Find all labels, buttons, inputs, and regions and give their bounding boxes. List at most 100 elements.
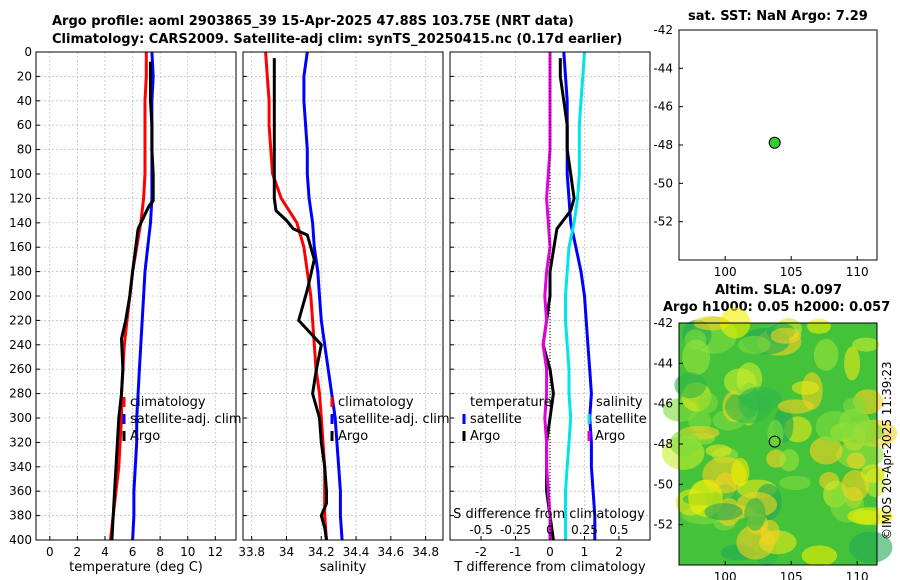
chart-sst_map: 100 105 110 -42 -44 -46 -48 -50 -52 (653, 23, 878, 279)
heatmap-cell (779, 449, 800, 472)
heatmap-cell (813, 338, 839, 371)
main-title-line1: Argo profile: aoml 2903865_39 15-Apr-202… (52, 14, 574, 29)
x-tick-label: 1 (581, 545, 589, 559)
x-tick-label: 2 (74, 545, 82, 559)
argo-location-point (768, 136, 781, 149)
heatmap-cell (842, 397, 867, 416)
y-tick-label: 100 (9, 167, 32, 181)
heatmap-cell (777, 399, 814, 414)
heatmap-cell (770, 327, 802, 344)
heatmap-cell (848, 531, 893, 564)
x-tick-label: 2 (615, 545, 623, 559)
heatmap-cell (809, 436, 843, 465)
y-tick-label: 160 (9, 240, 32, 254)
x-tick-label: 6 (129, 545, 137, 559)
y-tick-label: -46 (653, 100, 673, 114)
legend-entry: Argo (595, 429, 625, 444)
heatmap-cell (791, 380, 820, 395)
x-tick-label: -2 (475, 545, 487, 559)
watermark-text: ©IMOS 20-Apr-2025 11:39:23 (880, 361, 894, 540)
legend-entry: satellite-adj. clim (130, 412, 242, 427)
sla-title-line2: Argo h1000: 0.05 h2000: 0.057 (663, 300, 891, 315)
x-axis-label: T difference from climatology (453, 560, 646, 575)
axes-frame (35, 51, 237, 541)
legend-entry: satellite-adj. clim (338, 412, 450, 427)
y-tick-label: -46 (653, 397, 673, 411)
y-tick-label: 60 (17, 118, 32, 132)
y-tick-label: 300 (9, 411, 32, 425)
y-tick-label: -52 (653, 518, 673, 532)
secondary-axis-label: S difference from climatology (453, 507, 645, 522)
legend-entry: satellite (470, 412, 522, 427)
chart-salinity: 33.8 34 34.2 34.4 34.6 34.8 salinity climatolog… (238, 51, 450, 575)
heatmap-cell (860, 464, 885, 483)
y-tick-label: 340 (9, 460, 32, 474)
y-tick-label: 220 (9, 313, 32, 327)
legend-title: salinity (596, 395, 643, 410)
y-tick-label: 240 (9, 338, 32, 352)
heatmap-cell (815, 410, 854, 443)
x-tick-label: 110 (846, 570, 869, 580)
y-tick-label: -50 (653, 176, 673, 190)
y-tick-label: 140 (9, 216, 32, 230)
heatmap-cell (739, 386, 782, 411)
y-tick-label: 20 (17, 69, 32, 83)
x-tick-label: 110 (846, 265, 869, 279)
main-title-line2: Climatology: CARS2009. Satellite-adj cli… (52, 32, 623, 47)
heatmap-cell (767, 419, 784, 449)
heatmap-cell (852, 337, 880, 352)
secondary-tick-label: -0.5 (469, 523, 492, 537)
heatmap-cell (744, 498, 766, 531)
x-tick-label: 34.8 (412, 545, 439, 559)
heatmap-cell (704, 503, 743, 521)
x-tick-label: 8 (156, 545, 164, 559)
legend-entry: Argo (130, 429, 160, 444)
x-tick-label: 10 (180, 545, 195, 559)
x-tick-label: 0 (46, 545, 54, 559)
legend-title: temperature (470, 395, 552, 410)
secondary-tick-label: 0.5 (609, 523, 628, 537)
y-tick-label: 80 (17, 143, 32, 157)
heatmap-cell (723, 368, 757, 396)
x-tick-label: 105 (780, 265, 803, 279)
y-tick-label: -50 (653, 477, 673, 491)
x-tick-label: 34 (279, 545, 294, 559)
legend-entry: Argo (470, 429, 500, 444)
secondary-tick-label: 0.25 (571, 523, 598, 537)
y-tick-label: -44 (653, 61, 673, 75)
x-axis-label: temperature (deg C) (69, 560, 203, 575)
heatmap-cell (669, 430, 700, 457)
y-tick-label: 180 (9, 265, 32, 279)
legend-entry: climatology (130, 395, 206, 410)
x-tick-label: 34.2 (308, 545, 335, 559)
axes-frame (678, 322, 878, 566)
axes-frame (678, 29, 878, 261)
chart-temperature: 0 2 4 6 8 10 120204060801001201401601802002202… (9, 45, 242, 575)
heatmap-cell (674, 372, 707, 399)
legend-entry: Argo (338, 429, 368, 444)
y-tick-label: 280 (9, 387, 32, 401)
series-line-salinity-satellite (564, 51, 586, 540)
heatmap-cell (779, 475, 811, 491)
series-line-argo (272, 58, 328, 541)
y-tick-label: 200 (9, 289, 32, 303)
y-tick-label: -42 (653, 23, 673, 37)
y-tick-label: 400 (9, 533, 32, 547)
series-line-satellite-adj-clim (302, 51, 344, 541)
heatmap-cell (731, 457, 750, 487)
x-tick-label: 34.4 (343, 545, 370, 559)
heatmap-cell (682, 339, 711, 376)
secondary-tick-label: 0 (546, 523, 554, 537)
y-tick-label: -52 (653, 215, 673, 229)
y-tick-label: -44 (653, 356, 673, 370)
argo-location-point (768, 435, 781, 448)
x-tick-label: 33.8 (238, 545, 265, 559)
y-tick-label: 260 (9, 362, 32, 376)
heatmap-cell (737, 335, 771, 354)
y-tick-label: 0 (24, 45, 32, 59)
x-tick-label: 105 (780, 570, 803, 580)
series-line-argo (110, 61, 155, 541)
sla-title-line1: Altim. SLA: 0.097 (715, 283, 842, 298)
